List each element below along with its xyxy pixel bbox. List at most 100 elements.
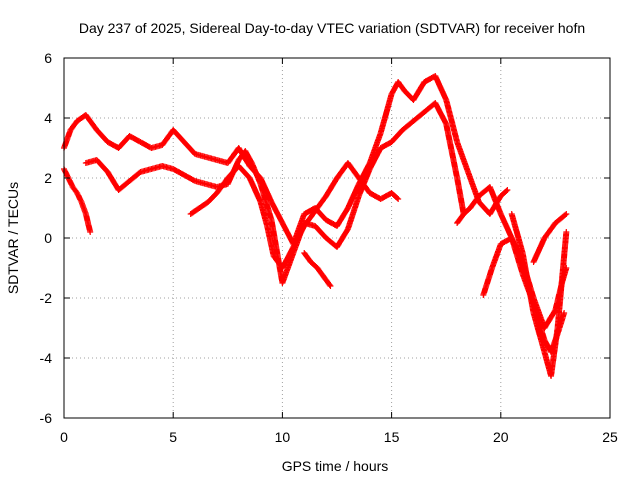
- series-track-c: [187, 160, 402, 271]
- y-tick-label: 4: [44, 110, 52, 126]
- data-point-trace: [443, 122, 460, 180]
- x-tick-labels: 0 5 10 15 20 25: [60, 429, 618, 445]
- data-point-trace: [105, 170, 121, 192]
- data-point-trace: [553, 211, 569, 226]
- data-point-trace: [509, 212, 526, 255]
- data-point-trace: [83, 113, 99, 132]
- chart-title: Day 237 of 2025, Sidereal Day-to-day VTE…: [79, 20, 585, 36]
- data-point-trace: [321, 275, 333, 288]
- data-point-trace: [531, 296, 547, 330]
- data-point-trace: [334, 161, 351, 180]
- data-point-trace: [264, 224, 277, 258]
- y-tick-label: 0: [44, 230, 52, 246]
- series-track-f: [454, 184, 568, 355]
- data-point: [561, 310, 568, 316]
- data-point-trace: [468, 194, 482, 210]
- data-point-trace: [94, 128, 110, 144]
- data-point-trace: [411, 80, 427, 102]
- data-point-trace: [334, 227, 351, 249]
- data-point-trace: [389, 128, 405, 144]
- data-point-trace: [378, 92, 395, 135]
- y-tick-label: 6: [44, 50, 52, 66]
- data-point-trace: [498, 212, 515, 240]
- data-point-trace: [530, 311, 548, 354]
- data-point: [563, 211, 570, 217]
- data-point-trace: [308, 260, 320, 270]
- data-point-trace: [315, 266, 327, 279]
- data-point-trace: [345, 182, 362, 210]
- y-tick-label: -4: [40, 350, 53, 366]
- y-tick-labels: -6 -4 -2 0 2 4 6: [40, 50, 53, 426]
- data-point-trace: [116, 178, 132, 193]
- data-point-trace: [197, 199, 211, 211]
- series-track-a: [61, 73, 511, 247]
- data-point: [395, 196, 402, 202]
- data-point-trace: [290, 224, 307, 249]
- data-point-trace: [454, 140, 471, 174]
- data-point-trace: [400, 118, 416, 133]
- data-point: [563, 229, 570, 235]
- data-point-trace: [554, 230, 570, 330]
- data-point-trace: [432, 101, 449, 126]
- data-point-trace: [116, 134, 132, 150]
- data-point-trace: [182, 140, 198, 156]
- data-point-trace: [127, 169, 143, 184]
- data-point-trace: [542, 308, 558, 330]
- x-tick-label: 5: [169, 429, 177, 445]
- data-point-trace: [257, 182, 275, 222]
- data-point-trace: [280, 245, 296, 270]
- x-tick-label: 0: [60, 429, 68, 445]
- x-tick-label: 10: [275, 429, 291, 445]
- data-point-trace: [356, 176, 372, 195]
- data-point-trace: [225, 164, 241, 180]
- data-point: [327, 283, 334, 289]
- data-point-trace: [257, 200, 270, 228]
- data-point-trace: [249, 161, 263, 186]
- series-track-i: [530, 211, 570, 265]
- data-point-trace: [302, 251, 313, 264]
- grid-lines: [64, 58, 610, 418]
- data-point-trace: [367, 146, 384, 171]
- data-point-trace: [312, 194, 329, 213]
- data-point-trace: [345, 194, 362, 231]
- data-point-trace: [61, 167, 71, 180]
- data-point-trace: [519, 251, 537, 315]
- data-point-trace: [83, 212, 93, 234]
- series-track-h: [508, 211, 570, 379]
- data-point-trace: [160, 128, 176, 147]
- data-point-trace: [443, 98, 460, 144]
- data-point-trace: [182, 172, 197, 184]
- data-point-trace: [389, 191, 401, 201]
- data-point-trace: [345, 161, 362, 180]
- data-point-trace: [367, 131, 384, 165]
- series-track-b: [82, 100, 467, 286]
- series-track-d: [61, 166, 94, 235]
- data-point-trace: [454, 212, 466, 225]
- data-point-trace: [531, 236, 547, 264]
- data-point-trace: [206, 191, 219, 204]
- y-axis-label: SDTVAR / TECUs: [5, 182, 21, 294]
- x-tick-label: 20: [493, 429, 509, 445]
- data-point-trace: [214, 176, 230, 195]
- data-point-trace: [236, 164, 252, 180]
- data-point-trace: [188, 205, 202, 217]
- data-point-trace: [476, 200, 492, 216]
- series-track-e: [301, 250, 334, 289]
- x-tick-label: 15: [384, 429, 400, 445]
- data-point-trace: [279, 251, 296, 285]
- x-tick-label: 25: [602, 429, 618, 445]
- data-point-trace: [542, 221, 558, 240]
- data-point-trace: [94, 158, 110, 174]
- data-point-trace: [66, 176, 76, 189]
- data-point-trace: [247, 176, 263, 204]
- data-point: [87, 229, 94, 235]
- data-point-trace: [489, 242, 504, 270]
- data-point-trace: [498, 188, 510, 198]
- x-axis-label: GPS time / hours: [282, 458, 389, 474]
- data-point-trace: [461, 206, 473, 216]
- data-point-trace: [302, 209, 318, 228]
- data-point-trace: [396, 80, 407, 93]
- data-point-trace: [454, 176, 467, 216]
- data-point-trace: [68, 119, 80, 132]
